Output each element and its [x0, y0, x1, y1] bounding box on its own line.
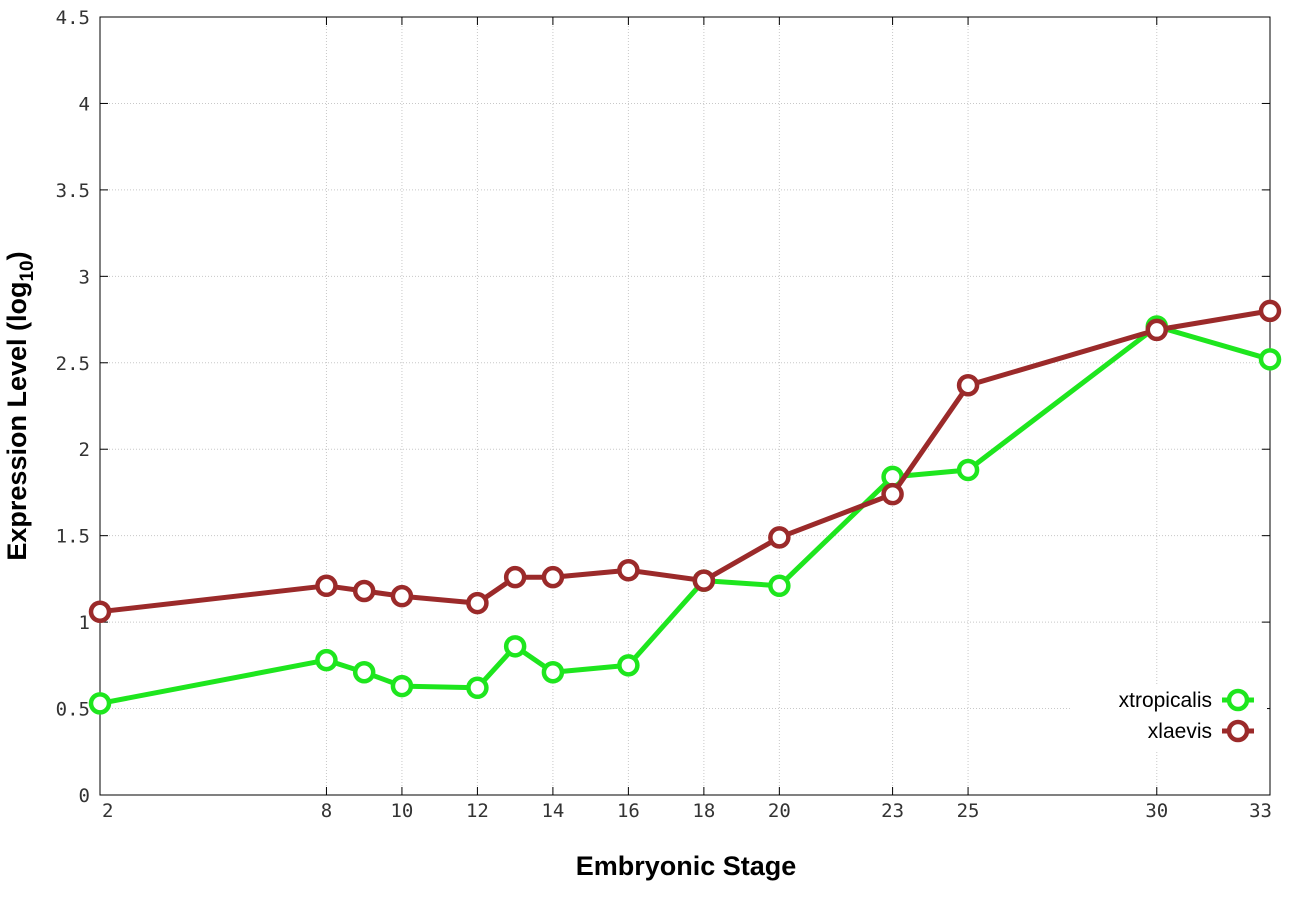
- y-tick-label: 4.5: [56, 7, 90, 29]
- x-tick-label: 14: [541, 800, 564, 822]
- legend: xtropicalis xlaevis: [1119, 688, 1254, 743]
- data-point-xtropicalis: [352, 660, 376, 684]
- series-line-xtropicalis: [99, 324, 1271, 706]
- data-point-xlaevis: [315, 574, 338, 598]
- data-point-xlaevis: [881, 482, 904, 506]
- data-point-xtropicalis: [1258, 348, 1282, 371]
- x-tick-label: 18: [692, 800, 715, 822]
- x-tick-label: 2: [102, 800, 113, 822]
- y-tick-label: 3.5: [56, 180, 90, 202]
- data-point-xtropicalis: [315, 648, 338, 672]
- y-tick-label: 1: [79, 612, 90, 634]
- y-axis-title: Expression Level (log10): [2, 251, 38, 560]
- y-axis-title-subscript: 10: [17, 260, 38, 281]
- x-tick-label: 25: [957, 800, 980, 822]
- data-point-xlaevis: [617, 558, 640, 582]
- y-tick-label: 0.5: [56, 699, 90, 721]
- y-tick-label: 4: [79, 93, 90, 115]
- y-tick-label: 1.5: [56, 526, 90, 548]
- series-line-xlaevis: [99, 308, 1271, 615]
- x-tick-label: 23: [881, 800, 904, 822]
- legend-marker-xtropicalis: [1226, 688, 1250, 712]
- data-point-xtropicalis: [390, 674, 414, 698]
- data-point-xlaevis: [352, 579, 376, 603]
- data-series: [88, 299, 1282, 715]
- legend-label-xtropicalis: xtropicalis: [1119, 689, 1212, 712]
- data-point-xlaevis: [466, 591, 489, 615]
- data-point-xlaevis: [503, 565, 527, 589]
- data-point-xlaevis: [541, 565, 565, 589]
- grid-lines: [100, 17, 1270, 795]
- y-tick-label: 3: [79, 266, 90, 288]
- x-tick-label: 8: [321, 800, 332, 822]
- y-tick-label: 2: [79, 439, 90, 461]
- series-xtropicalis: [88, 315, 1282, 715]
- series-xlaevis: [88, 299, 1282, 623]
- data-point-xlaevis: [88, 600, 112, 623]
- y-axis-title-main: Expression Level (log: [2, 282, 32, 561]
- data-point-xlaevis: [1258, 299, 1282, 323]
- legend-label-xlaevis: xlaevis: [1148, 720, 1212, 743]
- y-tick-label: 0: [79, 785, 90, 807]
- x-tick-label: 16: [617, 800, 640, 822]
- x-axis-tick-labels: 2 8 10 12 14 16 18 20 23 25 30 33: [102, 800, 1272, 822]
- x-tick-label: 12: [466, 800, 489, 822]
- plot-border: [99, 16, 1271, 796]
- data-point-xtropicalis: [956, 458, 980, 482]
- y-axis-tick-labels: 0 0.5 1 1.5 2 2.5 3 3.5 4 4.5: [56, 7, 90, 807]
- data-point-xtropicalis: [466, 676, 489, 700]
- y-tick-label: 2.5: [56, 353, 90, 375]
- data-point-xtropicalis: [503, 635, 527, 658]
- data-point-xlaevis: [692, 569, 716, 592]
- x-tick-label: 33: [1249, 800, 1272, 822]
- data-point-xlaevis: [1145, 318, 1169, 342]
- x-axis-title: Embryonic Stage: [576, 851, 797, 881]
- data-point-xlaevis: [390, 584, 414, 608]
- axis-ticks: [99, 16, 1271, 796]
- data-point-xtropicalis: [617, 654, 640, 677]
- data-point-xtropicalis: [541, 660, 565, 684]
- y-axis-title-tail: ): [2, 251, 32, 260]
- legend-marker-xlaevis: [1226, 719, 1250, 743]
- data-point-xtropicalis: [768, 574, 791, 598]
- data-point-xlaevis: [768, 526, 791, 549]
- x-tick-label: 20: [768, 800, 791, 822]
- x-tick-label: 30: [1145, 800, 1168, 822]
- x-tick-label: 10: [390, 800, 413, 822]
- data-point-xtropicalis: [88, 692, 112, 715]
- data-point-xlaevis: [956, 374, 980, 397]
